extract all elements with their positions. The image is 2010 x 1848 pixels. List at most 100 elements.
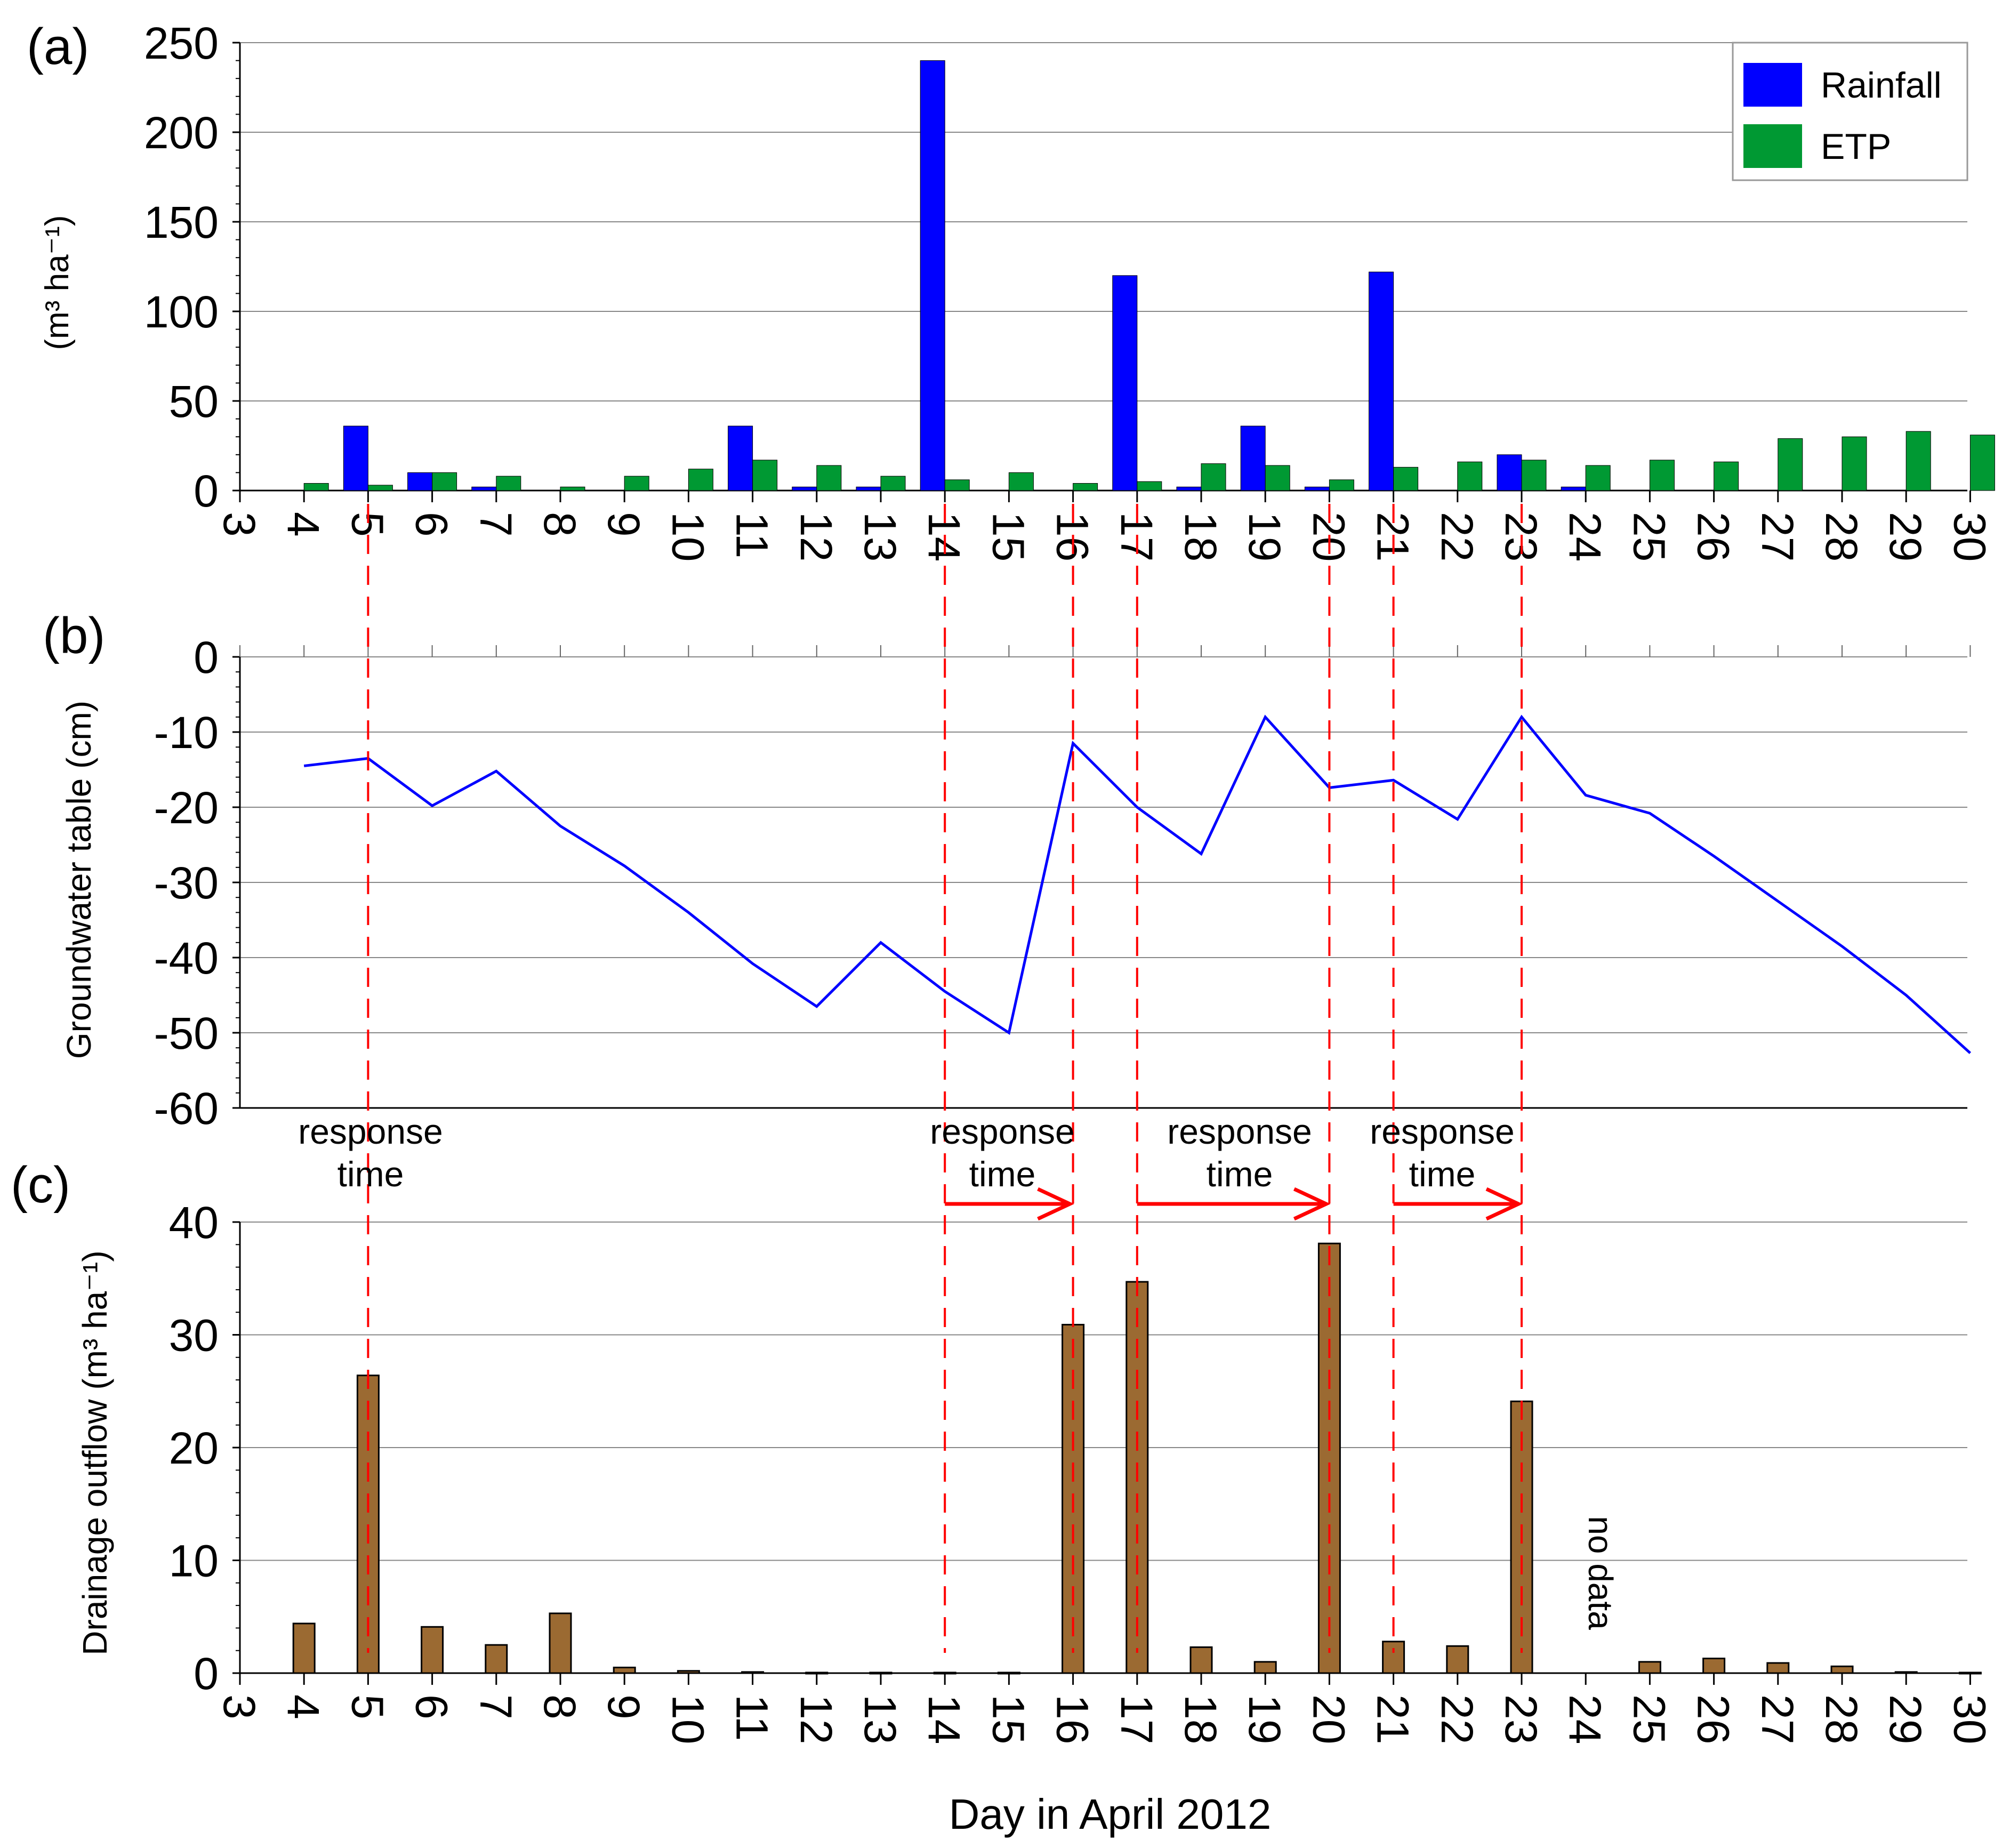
y-tick-label: -10 — [154, 708, 219, 758]
y-tick-label: 10 — [169, 1536, 219, 1586]
legend: Rainfall ETP — [1732, 42, 1968, 181]
legend-swatch-etp — [1743, 124, 1802, 168]
drainage-bar — [1702, 1658, 1726, 1674]
x-tick-label: 20 — [1304, 1694, 1354, 1744]
drainage-bar — [485, 1644, 508, 1674]
x-tick-label: 4 — [278, 1694, 328, 1720]
x-tick-label: 13 — [855, 1694, 905, 1744]
etp-bar — [1329, 479, 1354, 491]
panel-c-y-ticks: 0 10 20 30 40 — [169, 1198, 1967, 1699]
drainage-bar — [741, 1671, 765, 1674]
y-tick-label: 0 — [194, 632, 219, 682]
panel-b-y-ticks: 0 -10 -20 -30 -40 -50 -60 — [154, 632, 1967, 1134]
etp-bar — [1008, 472, 1034, 491]
legend-swatch-rainfall — [1743, 63, 1802, 107]
x-tick-label: 18 — [1176, 1694, 1226, 1744]
x-tick-label: 28 — [1816, 512, 1867, 561]
drainage-bar — [1382, 1641, 1405, 1674]
panel-a-gridlines — [240, 42, 1967, 491]
x-tick-label: 3 — [214, 512, 264, 537]
rainfall-bar — [1112, 275, 1138, 491]
x-tick-label: 22 — [1432, 512, 1482, 561]
etp-bar — [1521, 460, 1547, 491]
y-tick-label: -30 — [154, 858, 219, 908]
etp-bar — [1842, 436, 1867, 491]
panel-a-label: (a) — [27, 18, 89, 75]
x-tick-label: 16 — [1048, 1694, 1098, 1744]
panel-c-x-ticks: 3 4 5 6 7 8 9 10 11 12 13 14 15 16 17 18 19 20 21 22 23 24 25 2… — [214, 1673, 1995, 1744]
etp-bar — [752, 460, 778, 491]
response-arrow-head — [1293, 1187, 1331, 1221]
rainfall-bar — [1369, 271, 1394, 491]
rainfall-bar — [407, 472, 433, 491]
rainfall-bar — [1240, 425, 1266, 491]
rainfall-bar — [1176, 486, 1202, 491]
y-tick-label: 30 — [169, 1311, 219, 1361]
x-tick-label: 19 — [1240, 1694, 1290, 1744]
response-time-labels: response time response time response tim… — [298, 1112, 1515, 1194]
drainage-bar — [1189, 1646, 1213, 1674]
x-tick-label: 26 — [1689, 1694, 1739, 1744]
etp-bar — [432, 472, 457, 491]
legend-label-rainfall: Rainfall — [1821, 65, 1942, 106]
drainage-bar — [1766, 1662, 1790, 1674]
etp-bar — [1714, 461, 1739, 491]
y-tick-label: 150 — [144, 197, 219, 247]
drainage-bar — [1638, 1661, 1661, 1674]
response-arrow-head — [1485, 1187, 1523, 1221]
x-tick-label: 12 — [791, 1694, 841, 1744]
etp-bar — [1906, 431, 1931, 491]
drainage-bar — [1830, 1665, 1854, 1674]
etp-bar — [1457, 461, 1483, 491]
x-tick-label: 30 — [1944, 512, 1995, 561]
etp-bar — [496, 476, 521, 491]
response-label-2b: time — [969, 1154, 1036, 1194]
etp-bar — [1969, 435, 1995, 491]
panel-b-gridlines — [240, 656, 1967, 1108]
y-tick-label: -60 — [154, 1083, 219, 1134]
x-tick-label: 5 — [342, 1694, 392, 1720]
panel-b-ylabel: Groundwater table (cm) — [60, 701, 98, 1059]
etp-bar — [624, 476, 649, 491]
x-tick-label: 29 — [1880, 512, 1931, 561]
rainfall-bar — [1497, 454, 1522, 491]
x-tick-label: 3 — [214, 1694, 264, 1720]
x-tick-label: 19 — [1240, 512, 1290, 561]
x-tick-label: 17 — [1112, 1694, 1162, 1744]
x-tick-label: 25 — [1624, 512, 1674, 561]
drainage-bar — [292, 1622, 316, 1674]
panel-c-xlabel: Day in April 2012 — [949, 1790, 1272, 1838]
response-label-4b: time — [1409, 1154, 1476, 1194]
x-tick-label: 22 — [1432, 1694, 1482, 1744]
etp-bar — [303, 483, 329, 491]
etp-bar — [1073, 483, 1098, 491]
rainfall-bar — [792, 486, 817, 491]
x-tick-label: 13 — [855, 512, 905, 561]
etp-bar — [1649, 460, 1675, 491]
panel-c-gridlines — [240, 1222, 1967, 1674]
x-tick-label: 7 — [471, 512, 521, 537]
x-tick-label: 30 — [1944, 1694, 1995, 1744]
response-label-2a: response — [930, 1112, 1075, 1151]
x-tick-label: 9 — [599, 512, 649, 537]
x-tick-label: 8 — [535, 512, 585, 537]
x-tick-label: 6 — [407, 512, 457, 537]
rainfall-bar — [1304, 486, 1330, 491]
event-lines — [367, 504, 1523, 1653]
x-tick-label: 4 — [278, 512, 328, 537]
x-tick-label: 11 — [727, 512, 777, 558]
x-tick-label: 24 — [1560, 1694, 1610, 1744]
panel-b: (b) Groundwater table (cm) 0 -10 -20 -30 -40… — [43, 607, 1972, 1134]
drainage-bar — [1253, 1661, 1277, 1674]
panel-c: (c) Drainage outflow (m³ ha⁻¹) 0 10 20 30 40… — [11, 1156, 1995, 1838]
response-label-1a: response — [298, 1112, 443, 1151]
x-tick-label: 14 — [919, 1694, 969, 1744]
panel-a-x-ticks: 3 4 5 6 7 8 9 10 11 12 13 14 15 16 17 18 19 20 21 22 23 24 25 2… — [214, 491, 1995, 561]
x-tick-label: 15 — [983, 512, 1033, 561]
x-tick-label: 6 — [407, 1694, 457, 1720]
x-tick-label: 27 — [1752, 512, 1803, 561]
x-tick-label: 26 — [1689, 512, 1739, 561]
y-tick-label: 100 — [144, 287, 219, 337]
